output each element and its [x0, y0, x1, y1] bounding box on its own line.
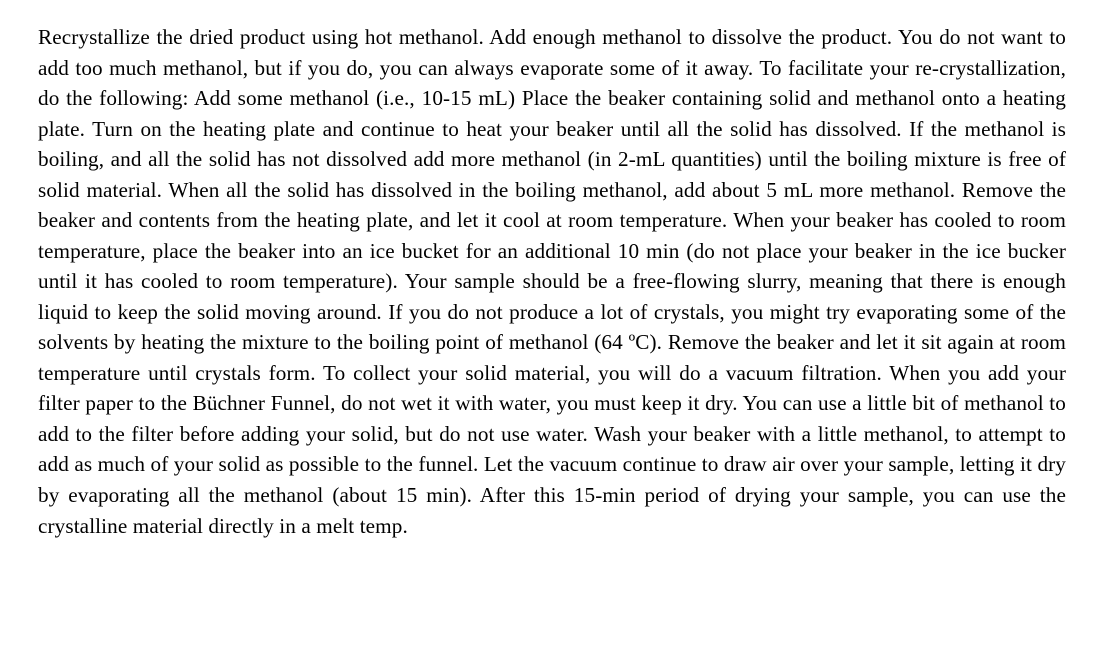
document-body-paragraph: Recrystallize the dried product using ho… [38, 22, 1066, 541]
